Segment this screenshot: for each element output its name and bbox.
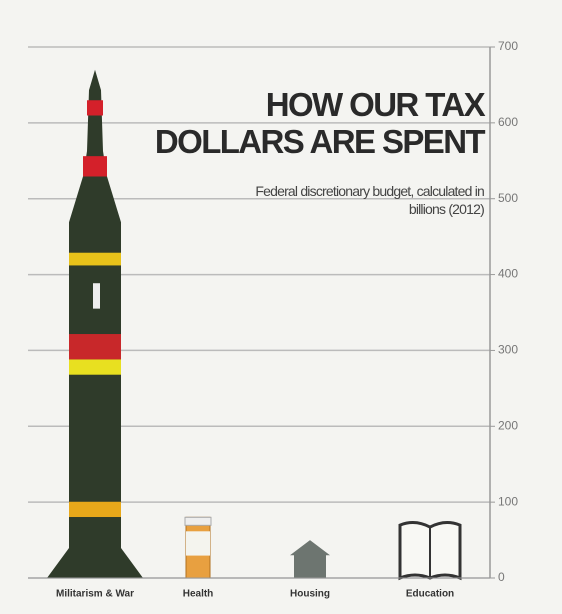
x-tick-label: Militarism & War	[56, 589, 134, 600]
y-tick-label: 0	[498, 570, 505, 584]
rocket-stripe	[69, 501, 121, 518]
y-tick-label: 500	[498, 191, 518, 205]
y-tick-label: 200	[498, 418, 518, 432]
bottle-label	[186, 531, 210, 556]
x-tick-label: Housing	[290, 589, 330, 600]
rocket	[47, 69, 143, 578]
y-tick-label: 600	[498, 115, 518, 129]
rocket-stripe	[69, 334, 121, 360]
rocket-stripe	[87, 100, 103, 116]
y-tick-label: 300	[498, 343, 518, 357]
y-tick-label: 700	[498, 39, 518, 53]
rocket-window	[93, 283, 100, 309]
house	[290, 540, 330, 578]
x-tick-label: Education	[406, 589, 454, 600]
chart-title: HOW OUR TAX DOLLARS ARE SPENT	[154, 86, 486, 160]
y-tick-label: 100	[498, 494, 518, 508]
rocket-stripe	[69, 252, 121, 266]
rocket-stripe	[83, 156, 107, 177]
y-tick-label: 400	[498, 267, 518, 281]
rocket-stripe	[69, 359, 121, 375]
bottle-cap	[184, 516, 212, 526]
x-tick-label: Health	[183, 589, 214, 600]
chart-subtitle: Federal discretionary budget, calculated…	[255, 183, 484, 217]
